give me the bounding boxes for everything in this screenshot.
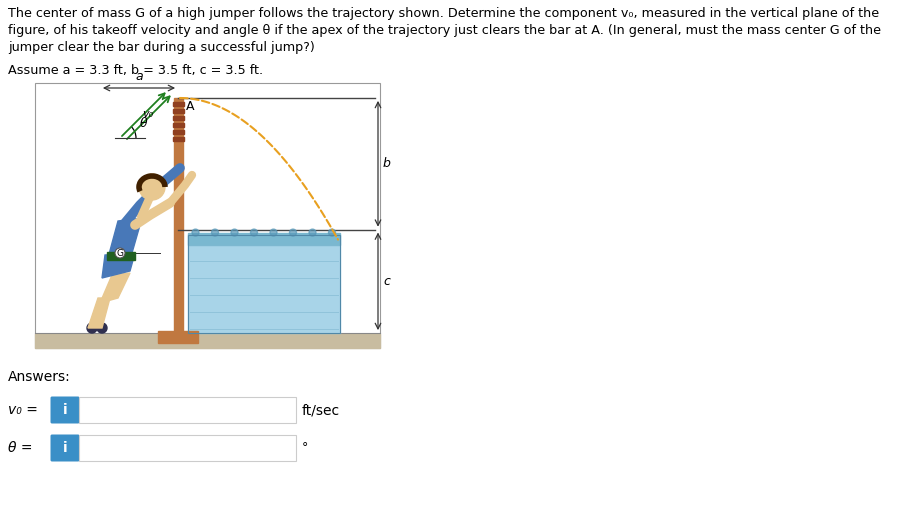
Circle shape [250,229,257,236]
Text: a: a [135,70,143,83]
FancyBboxPatch shape [50,435,79,461]
Text: G: G [116,249,123,258]
Polygon shape [108,218,142,258]
Bar [187,234,340,333]
Circle shape [212,229,219,236]
Text: A: A [186,100,194,113]
Text: The center of mass G of a high jumper follows the trajectory shown. Determine th: The center of mass G of a high jumper fo… [8,7,879,20]
Text: θ =: θ = [8,441,32,455]
FancyBboxPatch shape [79,397,296,423]
Bar [158,331,198,343]
Circle shape [290,229,296,236]
Bar [35,334,380,348]
Bar [173,130,184,134]
Polygon shape [100,273,130,303]
Circle shape [309,229,316,236]
Text: b: b [383,157,391,171]
Polygon shape [88,298,110,328]
Circle shape [192,229,199,236]
Text: c: c [383,275,390,288]
Text: ft/sec: ft/sec [302,403,340,417]
Circle shape [97,323,107,333]
FancyBboxPatch shape [50,397,79,423]
Circle shape [231,229,238,236]
Bar [173,137,184,141]
FancyBboxPatch shape [79,435,296,461]
Bar [173,102,184,106]
Text: jumper clear the bar during a successful jump?): jumper clear the bar during a successful… [8,41,315,54]
Bar [107,252,135,260]
Bar [173,109,184,113]
Text: figure, of his takeoff velocity and angle θ if the apex of the trajectory just c: figure, of his takeoff velocity and angl… [8,24,881,37]
Bar [35,83,380,348]
Bar [174,98,183,333]
Text: Answers:: Answers: [8,370,71,384]
Bar [187,234,340,333]
Bar [173,123,184,127]
Polygon shape [102,253,135,278]
Circle shape [328,229,336,236]
Circle shape [115,248,125,258]
Text: i: i [63,441,68,455]
Text: Assume a = 3.3 ft, b = 3.5 ft, c = 3.5 ft.: Assume a = 3.3 ft, b = 3.5 ft, c = 3.5 f… [8,64,263,77]
Text: v₀ =: v₀ = [8,403,38,417]
Text: v₀: v₀ [142,109,154,119]
Circle shape [139,174,165,200]
Circle shape [270,229,277,236]
Text: °: ° [302,441,309,455]
Bar [187,233,340,244]
Bar [173,116,184,120]
Circle shape [87,323,97,333]
Text: θ: θ [140,117,148,130]
Text: i: i [63,403,68,417]
